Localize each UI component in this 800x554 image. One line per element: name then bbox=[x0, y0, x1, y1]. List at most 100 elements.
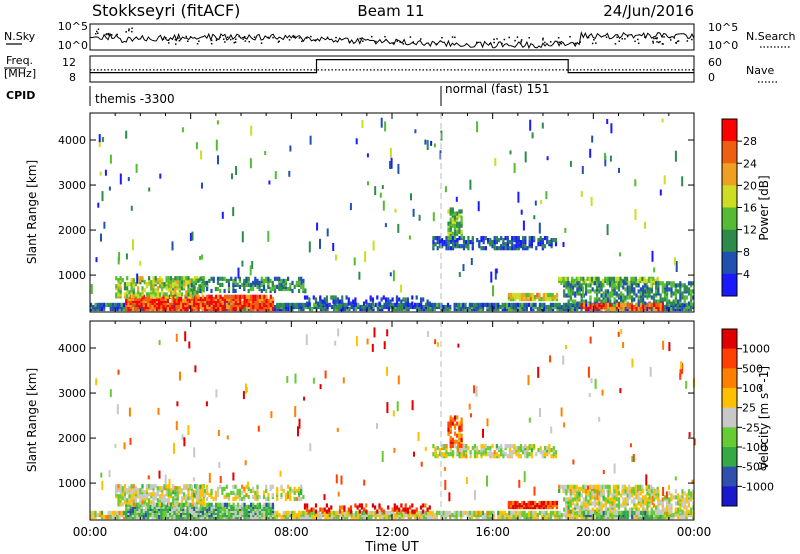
scatter-cell bbox=[134, 486, 138, 491]
scatter-cell bbox=[481, 514, 485, 520]
scatter-cell bbox=[521, 302, 524, 307]
noise-search-point bbox=[656, 37, 658, 39]
scatter-cell bbox=[591, 510, 594, 515]
noise-search-point bbox=[125, 31, 127, 33]
scatter-cell bbox=[530, 510, 533, 515]
scatter-cell bbox=[289, 286, 292, 292]
scatter-cell bbox=[197, 286, 200, 292]
scatter-cell bbox=[234, 306, 237, 312]
scatter-cell bbox=[504, 246, 507, 251]
scatter-cell bbox=[454, 444, 457, 449]
scatter-cell bbox=[385, 514, 388, 520]
scatter-cell bbox=[287, 302, 290, 307]
scatter-cell bbox=[239, 306, 242, 312]
scatter-cell bbox=[387, 297, 390, 302]
scatter-cell bbox=[262, 490, 266, 495]
scatter-cell bbox=[502, 450, 505, 455]
scatter-cell bbox=[677, 501, 680, 506]
scatter-cell bbox=[595, 276, 598, 281]
scatter-cell bbox=[361, 120, 364, 128]
scatter-cell bbox=[117, 502, 120, 507]
scatter-cell bbox=[289, 492, 292, 497]
scatter-cell bbox=[256, 278, 259, 283]
scatter-cell bbox=[530, 444, 533, 449]
scatter-cell bbox=[385, 510, 388, 515]
colorbar-tick-label: 20 bbox=[743, 179, 757, 192]
scatter-cell bbox=[585, 283, 588, 288]
scatter-cell bbox=[409, 302, 412, 307]
scatter-cell bbox=[271, 502, 275, 507]
scatter-cell bbox=[519, 302, 522, 307]
scatter-cell bbox=[256, 484, 259, 489]
scatter-cell bbox=[674, 299, 677, 304]
scatter-cell bbox=[252, 486, 255, 491]
noise-search-point bbox=[675, 42, 677, 44]
scatter-cell bbox=[136, 273, 139, 284]
scatter-cell bbox=[609, 155, 612, 162]
scatter-cell bbox=[390, 510, 393, 515]
scatter-cell bbox=[622, 510, 625, 515]
scatter-cell bbox=[289, 510, 292, 515]
noise-search-point bbox=[162, 38, 165, 40]
scatter-cell bbox=[107, 514, 110, 520]
scatter-cell bbox=[139, 292, 142, 297]
scatter-cell bbox=[425, 510, 428, 515]
noise-search-point bbox=[198, 40, 200, 42]
scatter-cell bbox=[456, 238, 459, 243]
scatter-cell bbox=[455, 196, 458, 202]
scatter-cell bbox=[574, 299, 577, 304]
scatter-cell bbox=[453, 211, 457, 216]
scatter-cell bbox=[265, 510, 268, 515]
scatter-cell bbox=[482, 444, 485, 449]
scatter-cell bbox=[587, 289, 590, 294]
scatter-cell bbox=[620, 493, 623, 498]
scatter-cell bbox=[567, 281, 570, 286]
scatter-cell bbox=[633, 510, 636, 515]
noise-search-point bbox=[508, 36, 510, 39]
scatter-cell bbox=[352, 299, 355, 304]
scatter-cell bbox=[683, 514, 686, 520]
scatter-cell bbox=[467, 240, 470, 245]
nave-tick-bottom: 0 bbox=[708, 71, 715, 84]
scatter-cell bbox=[519, 510, 522, 515]
scatter-cell bbox=[227, 282, 231, 287]
scatter-cell bbox=[677, 283, 680, 288]
scatter-cell bbox=[598, 491, 601, 496]
power-cells bbox=[90, 117, 695, 312]
scatter-cell bbox=[591, 287, 594, 292]
scatter-cell bbox=[166, 508, 169, 513]
scatter-cell bbox=[458, 454, 461, 459]
scatter-cell bbox=[306, 510, 309, 515]
scatter-cell bbox=[517, 236, 520, 241]
scatter-cell bbox=[453, 439, 457, 444]
scatter-cell bbox=[185, 494, 188, 499]
scatter-cell bbox=[587, 489, 590, 494]
scatter-cell bbox=[208, 278, 211, 283]
scatter-cell bbox=[674, 283, 677, 288]
scatter-cell bbox=[338, 299, 342, 304]
scatter-cell bbox=[600, 304, 603, 310]
scatter-cell bbox=[103, 302, 106, 307]
scatter-cell bbox=[620, 291, 623, 296]
scatter-cell bbox=[173, 514, 176, 520]
scatter-cell bbox=[490, 510, 493, 515]
scatter-cell bbox=[498, 238, 501, 243]
scatter-cell bbox=[458, 213, 461, 218]
scatter-cell bbox=[162, 510, 165, 515]
scatter-cell bbox=[121, 502, 124, 507]
scatter-cell bbox=[165, 498, 168, 503]
scatter-cell bbox=[199, 256, 202, 260]
noise-search-point bbox=[686, 40, 689, 42]
scatter-cell bbox=[298, 276, 301, 281]
scatter-cell bbox=[527, 500, 530, 506]
scatter-cell bbox=[617, 293, 621, 298]
scatter-cell bbox=[465, 444, 468, 449]
scatter-cell bbox=[418, 302, 421, 307]
scatter-cell bbox=[467, 242, 470, 247]
scatter-cell bbox=[449, 446, 452, 451]
scatter-cell bbox=[533, 444, 536, 449]
scatter-cell bbox=[243, 486, 246, 491]
scatter-cell bbox=[574, 283, 577, 288]
noise-search-point bbox=[348, 41, 350, 43]
scatter-cell bbox=[668, 510, 671, 515]
